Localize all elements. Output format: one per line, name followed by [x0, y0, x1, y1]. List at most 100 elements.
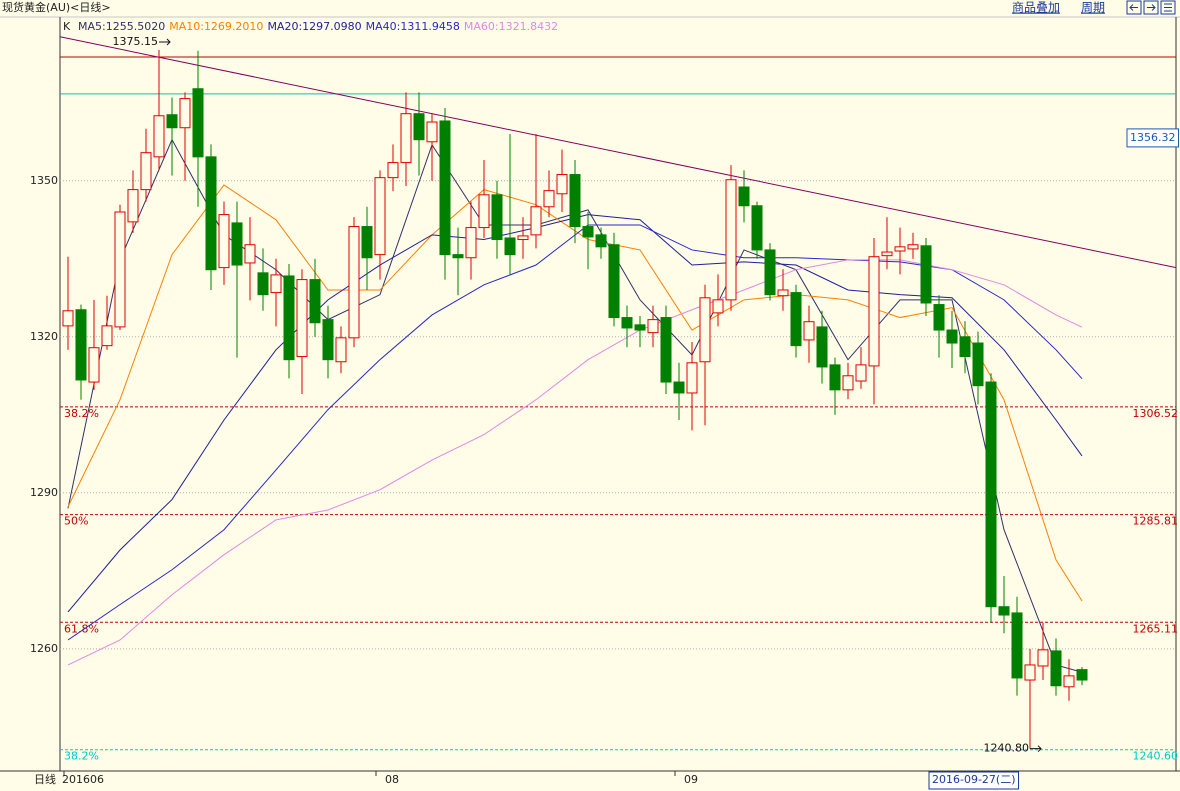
- candle-body: [621, 317, 633, 329]
- price-marker: 1356.32: [1130, 131, 1176, 144]
- candle-body: [829, 364, 841, 391]
- candle-body: [842, 375, 854, 391]
- candle-body: [673, 381, 685, 394]
- level-percent: 38.2%: [64, 407, 99, 420]
- legend-entry: MA10:1269.2010: [169, 20, 263, 33]
- candle-body: [634, 324, 646, 331]
- candle-body: [1063, 675, 1075, 688]
- candle-body: [920, 245, 932, 304]
- candle-body: [1011, 612, 1023, 679]
- period-button[interactable]: 周期: [1081, 1, 1105, 15]
- candle-body: [478, 194, 490, 229]
- candle-body: [894, 246, 906, 252]
- candle-body: [517, 235, 529, 241]
- legend-prefix: K: [63, 20, 71, 33]
- x-tick-label: 09: [684, 773, 698, 786]
- candle-body: [998, 606, 1010, 616]
- candle-body: [127, 189, 139, 223]
- candle-body: [413, 113, 425, 141]
- candle-body: [218, 214, 230, 269]
- annotation: 1375.15: [112, 35, 158, 48]
- candle-body: [790, 292, 802, 347]
- level-value: 1265.11: [1133, 622, 1179, 635]
- level-value: 1306.52: [1133, 407, 1179, 420]
- candle-body: [153, 115, 165, 158]
- candle-body: [231, 222, 243, 266]
- cursor-date: 2016-09-27(二): [932, 773, 1016, 786]
- candle-body: [491, 194, 503, 241]
- candle-body: [452, 254, 464, 259]
- y-tick-label: 1260: [30, 642, 58, 655]
- candle-body: [647, 319, 659, 334]
- candle-body: [283, 275, 295, 361]
- level-value: 1285.81: [1133, 515, 1179, 528]
- candle-body: [1037, 649, 1049, 667]
- nav-buttons[interactable]: [1126, 0, 1176, 15]
- candle-body: [933, 304, 945, 331]
- candle-body: [400, 113, 412, 164]
- level-percent: 61.8%: [64, 622, 99, 635]
- level-value: 1240.60: [1133, 750, 1179, 763]
- candle-body: [101, 325, 113, 347]
- candle-body: [179, 98, 191, 129]
- candle-body: [361, 226, 373, 259]
- candle-body: [556, 174, 568, 195]
- annotation: 1240.80: [984, 742, 1030, 755]
- legend-entry: MA60:1321.8432: [464, 20, 558, 33]
- candle-body: [764, 249, 776, 296]
- candle-body: [309, 279, 321, 324]
- candle-body: [439, 120, 451, 256]
- candle-body: [114, 211, 126, 328]
- x-tick-label: 08: [385, 773, 399, 786]
- candle-body: [751, 205, 763, 251]
- candle-body: [387, 162, 399, 179]
- candle-body: [725, 179, 737, 301]
- y-tick-label: 1320: [30, 330, 58, 343]
- candle-body: [374, 177, 386, 256]
- candle-body: [543, 190, 555, 208]
- candle-body: [816, 326, 828, 368]
- candle-body: [244, 244, 256, 264]
- candle-body: [699, 297, 711, 363]
- ma-line: [67, 259, 1083, 666]
- candle-body: [946, 329, 958, 344]
- candle-body: [608, 244, 620, 319]
- candle-body: [985, 381, 997, 608]
- candle-body: [504, 237, 516, 256]
- candle-body: [465, 227, 477, 259]
- candle-body: [686, 362, 698, 394]
- annotation-arrow: [158, 38, 171, 46]
- y-tick-label: 1350: [30, 174, 58, 187]
- legend-entry: MA20:1297.0980: [267, 20, 361, 33]
- annotation-arrow: [1030, 745, 1042, 753]
- level-percent: 38.2%: [64, 750, 99, 763]
- overlay-button[interactable]: 商品叠加: [1012, 0, 1060, 15]
- candle-body: [88, 347, 100, 383]
- legend-entry: MA40:1311.9458: [366, 20, 460, 33]
- cursor-date-box: [928, 771, 1020, 790]
- candle-body: [660, 317, 672, 383]
- candle-body: [192, 88, 204, 158]
- candle-body: [1050, 650, 1062, 687]
- candle-body: [335, 337, 347, 363]
- x-tick-label: 201606: [62, 773, 104, 786]
- candle-body: [257, 272, 269, 296]
- trendline: [59, 36, 1177, 269]
- candle-body: [166, 114, 178, 129]
- candle-body: [75, 309, 87, 381]
- candle-body: [1024, 664, 1036, 681]
- candle-body: [1076, 669, 1088, 681]
- candle-body: [270, 274, 282, 294]
- candle-body: [881, 251, 893, 257]
- candle-body: [777, 289, 789, 297]
- candle-body: [595, 234, 607, 248]
- chart-title: 现货黄金(AU)<日线>: [2, 0, 111, 14]
- candle-body: [322, 319, 334, 361]
- y-tick-label: 1290: [30, 486, 58, 499]
- candle-body: [803, 321, 815, 341]
- candle-body: [582, 226, 594, 238]
- level-percent: 50%: [64, 515, 88, 528]
- price-marker-box: [1126, 128, 1179, 148]
- candle-body: [972, 342, 984, 387]
- candle-body: [426, 121, 438, 143]
